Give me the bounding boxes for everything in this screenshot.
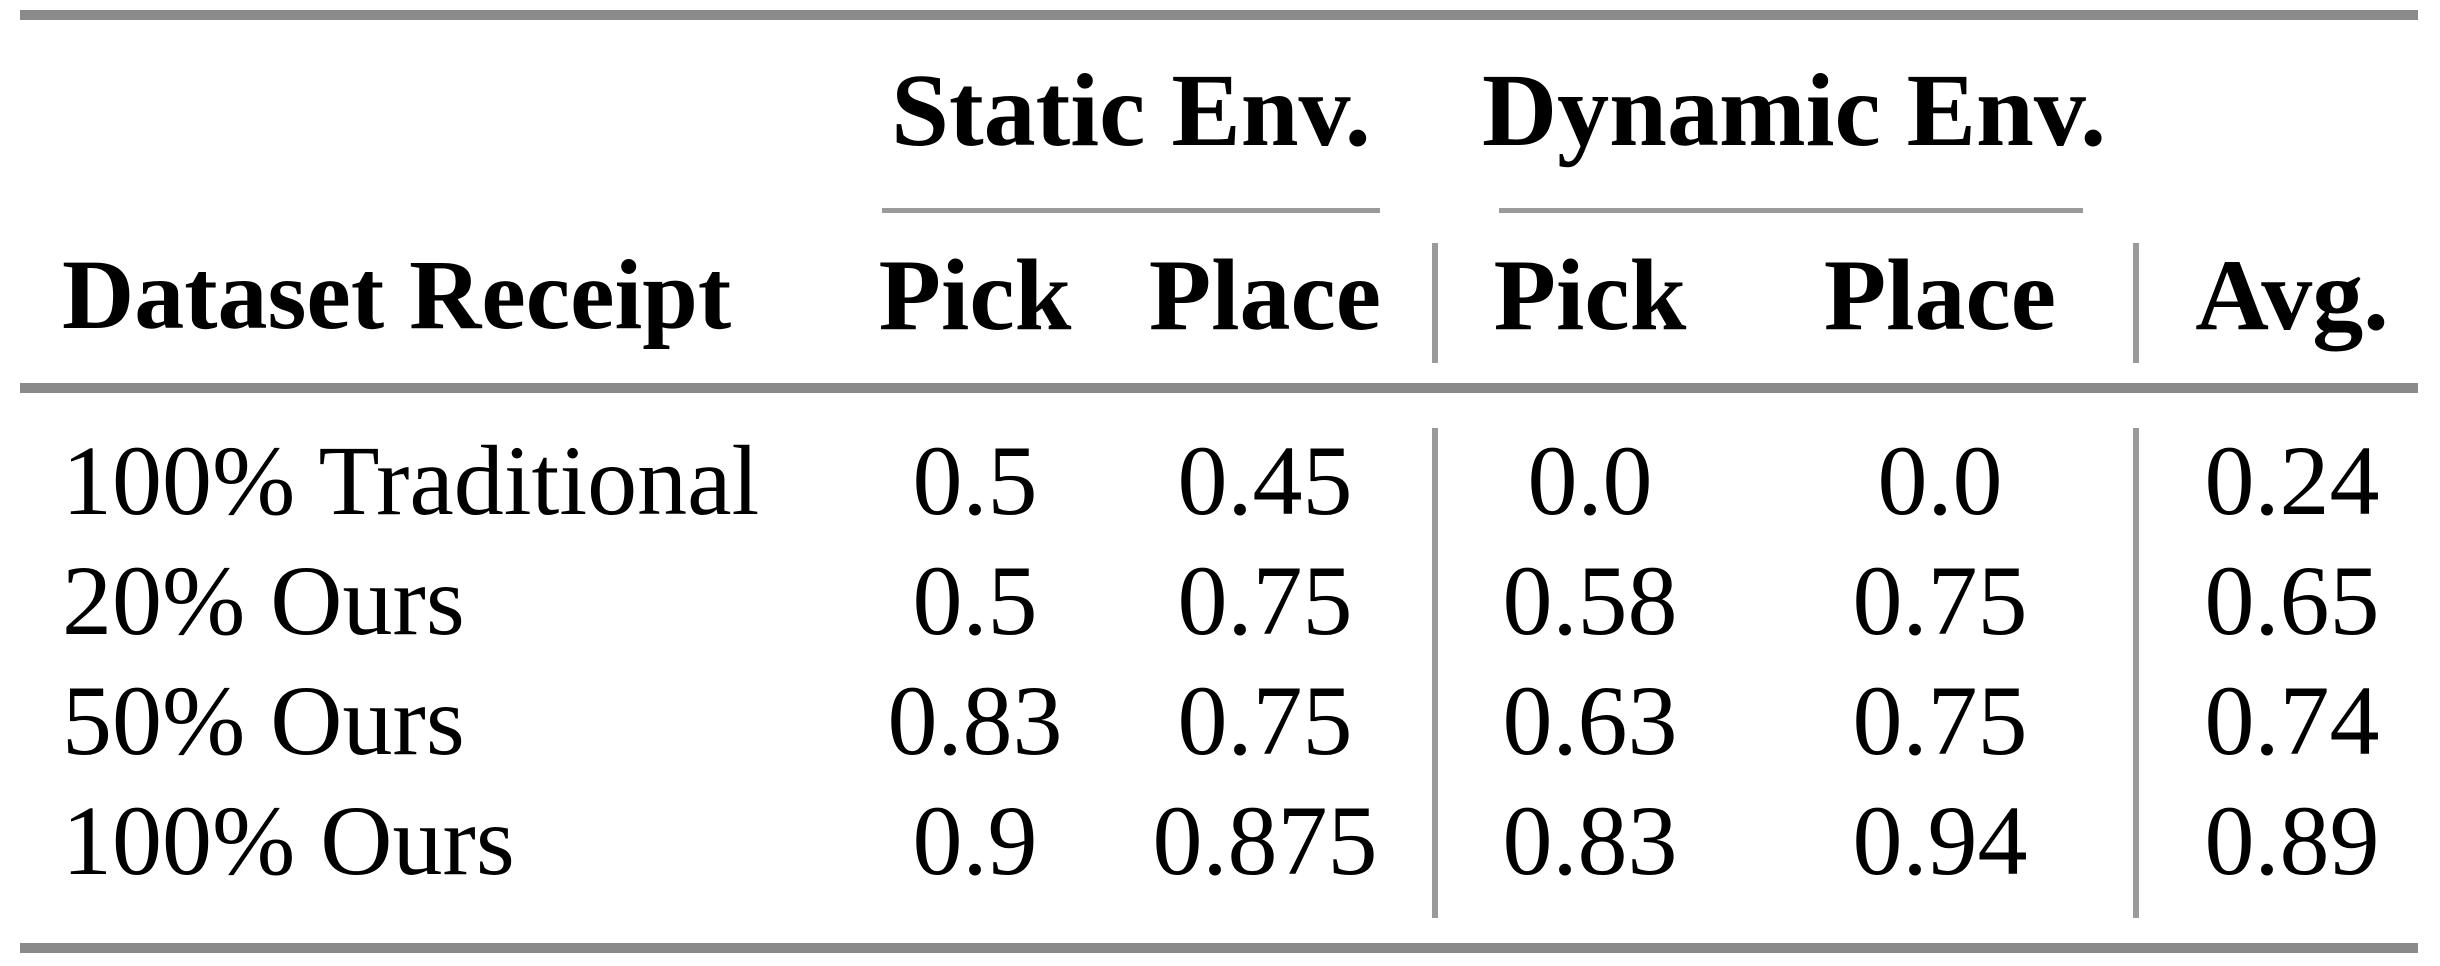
static-env-group-header: Static Env. [891, 53, 1371, 168]
dynamic-env-cmidrule [1499, 208, 2083, 213]
dynamic-pick-header: Pick [1493, 239, 1687, 352]
static-pick-header: Pick [878, 239, 1072, 352]
row-label: 100% Ours [62, 785, 515, 896]
dynamic-pick-value: 0.0 [1527, 425, 1653, 536]
avg-value: 0.74 [2204, 665, 2380, 776]
dynamic-pick-value: 0.83 [1502, 785, 1678, 896]
separator-dynamic-avg-header [2133, 243, 2139, 363]
dynamic-place-value: 0.0 [1877, 425, 2003, 536]
row-label: 50% Ours [62, 665, 465, 776]
avg-value: 0.89 [2204, 785, 2380, 896]
static-pick-value: 0.5 [912, 545, 1038, 656]
dynamic-place-value: 0.75 [1852, 545, 2028, 656]
avg-value: 0.65 [2204, 545, 2380, 656]
static-place-value: 0.45 [1177, 425, 1353, 536]
bottom-rule [20, 943, 2418, 953]
dynamic-place-value: 0.75 [1852, 665, 2028, 776]
static-pick-value: 0.5 [912, 425, 1038, 536]
separator-dynamic-avg-body [2133, 428, 2139, 918]
top-rule [20, 10, 2418, 20]
dataset-receipt-header: Dataset Receipt [62, 239, 732, 350]
static-pick-value: 0.9 [912, 785, 1038, 896]
static-place-value: 0.875 [1152, 785, 1378, 896]
separator-static-dynamic-body [1432, 428, 1438, 918]
static-place-value: 0.75 [1177, 545, 1353, 656]
avg-header: Avg. [2195, 239, 2389, 352]
dynamic-pick-value: 0.58 [1502, 545, 1678, 656]
dynamic-place-value: 0.94 [1852, 785, 2028, 896]
dynamic-place-header: Place [1823, 239, 2057, 352]
static-pick-value: 0.83 [887, 665, 1063, 776]
static-place-value: 0.75 [1177, 665, 1353, 776]
static-place-header: Place [1148, 239, 1382, 352]
separator-static-dynamic-header [1432, 243, 1438, 363]
static-env-cmidrule [882, 208, 1380, 213]
dynamic-pick-value: 0.63 [1502, 665, 1678, 776]
dynamic-env-group-header: Dynamic Env. [1482, 53, 2107, 168]
row-label: 20% Ours [62, 545, 465, 656]
mid-rule [20, 383, 2418, 393]
row-label: 100% Traditional [62, 425, 760, 536]
avg-value: 0.24 [2204, 425, 2380, 536]
